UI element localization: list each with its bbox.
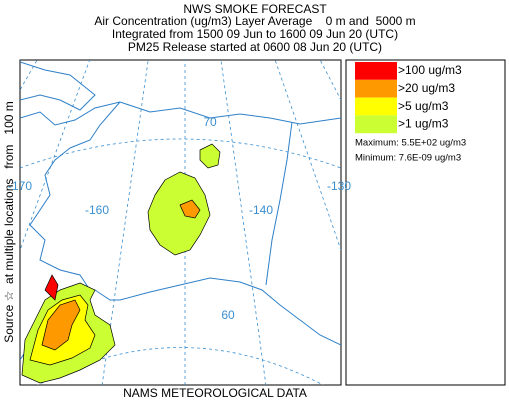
legend-label: >100 ug/m3: [398, 63, 462, 77]
subtitle: Integrated from 1500 09 Jun to 1600 09 J…: [112, 27, 398, 41]
map-label: -170: [8, 179, 32, 193]
plume: [199, 143, 221, 169]
subtitle: PM25 Release started at 0600 08 Jun 20 (…: [128, 40, 382, 54]
map-label: 60: [221, 308, 235, 322]
legend-label: >20 ug/m3: [398, 81, 455, 95]
maximum: Maximum: 5.5E+02 ug/m3: [355, 138, 466, 149]
plume: [147, 171, 211, 256]
map-label: -130: [327, 179, 351, 193]
map-label: 70: [203, 115, 217, 129]
legend-label: >1 ug/m3: [398, 117, 449, 131]
plume: [44, 274, 59, 301]
legend-swatch: [355, 79, 397, 98]
subtitle: Air Concentration (ug/m3) Layer Average …: [94, 14, 415, 28]
source-label: Source ☆ at multiple locations from 100 …: [2, 101, 16, 343]
map-label: -160: [85, 203, 109, 217]
legend-swatch: [355, 115, 397, 134]
plume: [41, 299, 81, 351]
minimum: Minimum: 7.6E-09 ug/m3: [355, 153, 461, 164]
legend-label: >5 ug/m3: [398, 99, 449, 113]
map-label: -140: [249, 203, 273, 217]
legend-swatch: [355, 97, 397, 116]
map: [19, 59, 342, 386]
plume: [179, 199, 201, 219]
footer: NAMS METEOROLOGICAL DATA: [123, 386, 307, 400]
title: NWS SMOKE FORECAST: [183, 2, 327, 16]
legend-swatch: [355, 62, 397, 80]
coastline: [20, 61, 341, 361]
graticule: [20, 60, 341, 385]
